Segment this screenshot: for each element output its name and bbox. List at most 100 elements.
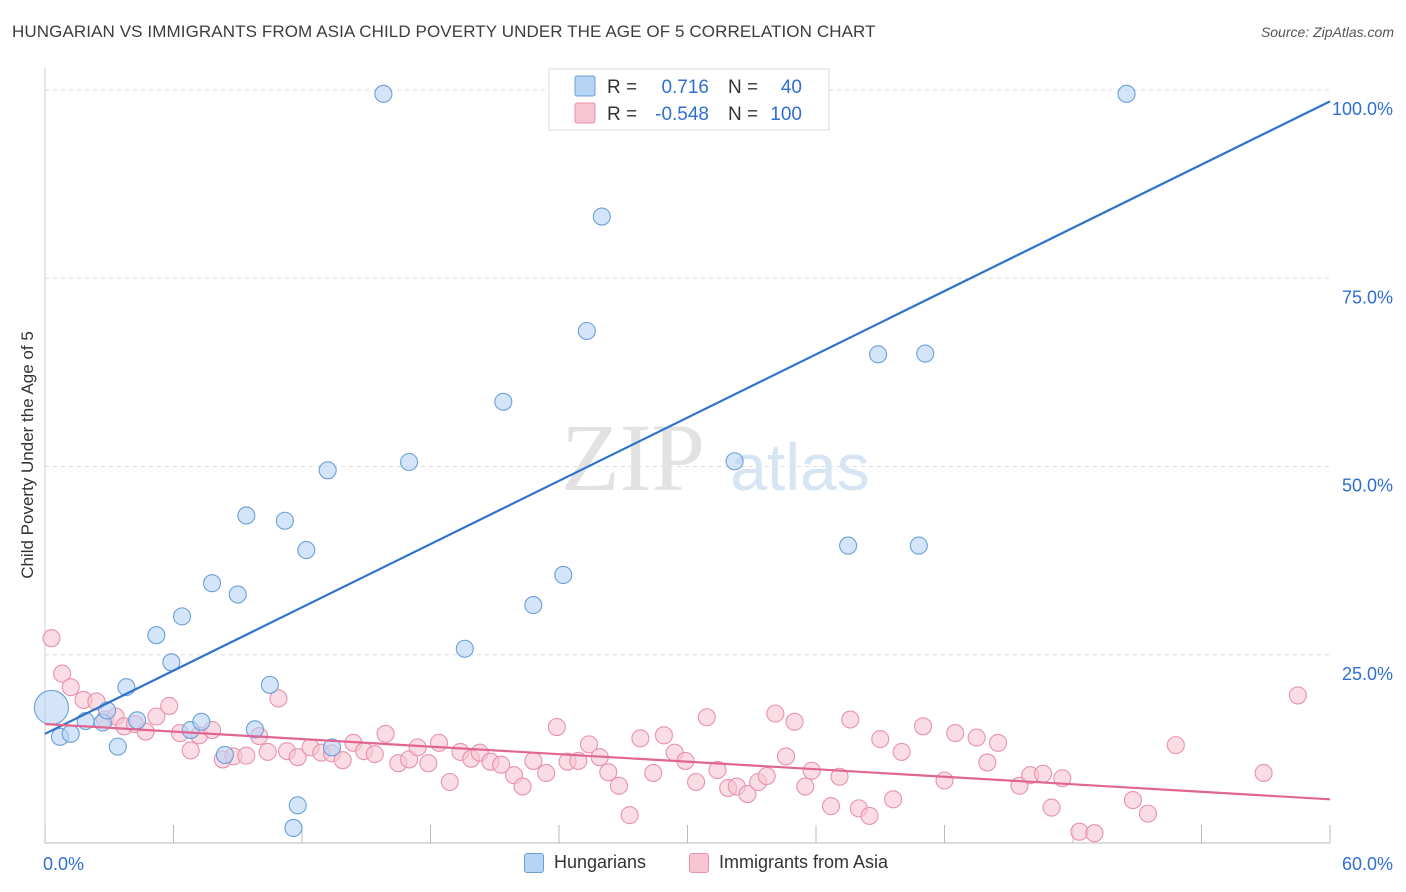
point-hungarians (203, 574, 222, 593)
point-immigrants-from-asia (513, 777, 532, 796)
point-immigrants-from-asia (1085, 824, 1104, 843)
point-immigrants-from-asia (376, 724, 395, 743)
stats-n-label: N = (728, 77, 758, 98)
point-immigrants-from-asia (1166, 736, 1185, 755)
point-hungarians (173, 607, 192, 626)
watermark: ZIP atlas (561, 404, 870, 511)
point-immigrants-from-asia (776, 747, 796, 766)
point-hungarians (592, 207, 611, 226)
point-immigrants-from-asia (757, 766, 776, 786)
point-hungarians (128, 711, 147, 730)
stats-n-label: N = (728, 104, 758, 125)
legend-swatch-pink (689, 852, 709, 873)
point-immigrants-from-asia (440, 772, 459, 792)
point-hungarians (108, 737, 127, 756)
point-immigrants-from-asia (53, 664, 72, 683)
point-immigrants-from-asia (1042, 798, 1061, 817)
legend-label: Immigrants from Asia (719, 852, 889, 872)
point-immigrants-from-asia (631, 729, 650, 748)
point-immigrants-from-asia (408, 738, 427, 757)
point-immigrants-from-asia (1288, 686, 1307, 705)
trend-line-immigrants-from-asia (44, 722, 1331, 801)
point-immigrants-from-asia (365, 745, 384, 764)
point-immigrants-from-asia (419, 754, 438, 773)
point-immigrants-from-asia (1033, 764, 1053, 783)
x-tick-label: 0.0% (43, 854, 84, 874)
grid-layer: 25.0% 50.0% 75.0% 100.0% (45, 89, 1393, 684)
stats-swatch-blue (574, 75, 596, 97)
point-immigrants-from-asia (708, 760, 727, 780)
point-immigrants-from-asia (537, 763, 556, 783)
point-immigrants-from-asia (181, 741, 200, 760)
point-immigrants-from-asia (914, 717, 933, 736)
watermark-atlas: atlas (730, 430, 869, 504)
stats-swatch-pink (574, 102, 596, 124)
point-hungarians (192, 712, 211, 731)
point-hungarians (400, 452, 419, 472)
point-hungarians (322, 738, 342, 757)
point-hungarians (869, 345, 888, 364)
y-tick-label: 50.0% (1342, 476, 1393, 496)
legend-item-hungarians[interactable]: Hungarians (524, 852, 646, 873)
point-immigrants-from-asia (884, 790, 903, 809)
point-immigrants-from-asia (1123, 791, 1143, 810)
point-immigrants-from-asia (802, 761, 821, 780)
point-immigrants-from-asia (1070, 822, 1089, 841)
stats-n-value: 40 (781, 77, 802, 98)
point-immigrants-from-asia (430, 733, 449, 752)
y-tick-label: 75.0% (1342, 287, 1393, 307)
point-immigrants-from-asia (579, 735, 599, 754)
axis-layer: 0.0% 60.0% (43, 68, 1393, 874)
point-hungarians (237, 506, 256, 525)
y-tick-label: 100.0% (1332, 99, 1393, 119)
point-immigrants-from-asia (935, 771, 954, 790)
point-immigrants-from-asia (1254, 763, 1273, 783)
stats-r-value: 0.716 (661, 77, 709, 98)
legend-item-immigrants-from-asia[interactable]: Immigrants from Asia (689, 852, 888, 873)
point-immigrants-from-asia (1138, 804, 1158, 823)
point-immigrants-from-asia (654, 726, 673, 745)
point-immigrants-from-asia (609, 776, 629, 795)
point-hungarians (839, 536, 858, 555)
point-immigrants-from-asia (841, 710, 860, 729)
point-immigrants-from-asia (860, 806, 879, 825)
series-immigrants-from-asia (42, 629, 1307, 843)
point-immigrants-from-asia (42, 629, 61, 648)
point-hungarians (494, 392, 513, 411)
point-immigrants-from-asia (288, 748, 307, 767)
point-hungarians (98, 701, 117, 720)
point-immigrants-from-asia (738, 785, 757, 804)
point-immigrants-from-asia (644, 763, 663, 783)
y-tick-label: 25.0% (1342, 664, 1393, 684)
point-hungarians (228, 585, 247, 604)
point-hungarians (245, 720, 264, 739)
series-legend: Hungarians Immigrants from Asia (0, 850, 1406, 880)
point-hungarians (61, 724, 80, 743)
trend-lines (44, 100, 1331, 801)
point-immigrants-from-asia (946, 724, 965, 743)
point-hungarians (275, 511, 294, 530)
point-hungarians (288, 796, 307, 815)
point-immigrants-from-asia (524, 751, 543, 770)
point-immigrants-from-asia (599, 763, 618, 782)
point-hungarians (577, 321, 596, 341)
stats-legend: R = 0.716 N = 40 R = -0.548 N = 100 (548, 68, 830, 131)
point-hungarians (1117, 84, 1136, 103)
point-immigrants-from-asia (821, 797, 841, 816)
point-hungarians (297, 541, 316, 560)
point-immigrants-from-asia (258, 742, 277, 761)
stats-r-value: -0.548 (655, 104, 709, 125)
point-immigrants-from-asia (871, 730, 890, 749)
point-immigrants-from-asia (333, 751, 352, 770)
point-immigrants-from-asia (620, 806, 639, 825)
chart-title: HUNGARIAN VS IMMIGRANTS FROM ASIA CHILD … (12, 22, 876, 41)
point-immigrants-from-asia (796, 777, 815, 796)
point-hungarians (33, 689, 69, 726)
legend-swatch-blue (524, 852, 544, 873)
point-hungarians (455, 639, 474, 658)
x-tick-label: 60.0% (1342, 854, 1393, 874)
point-immigrants-from-asia (830, 767, 849, 786)
point-hungarians (147, 626, 166, 645)
point-immigrants-from-asia (766, 704, 785, 723)
